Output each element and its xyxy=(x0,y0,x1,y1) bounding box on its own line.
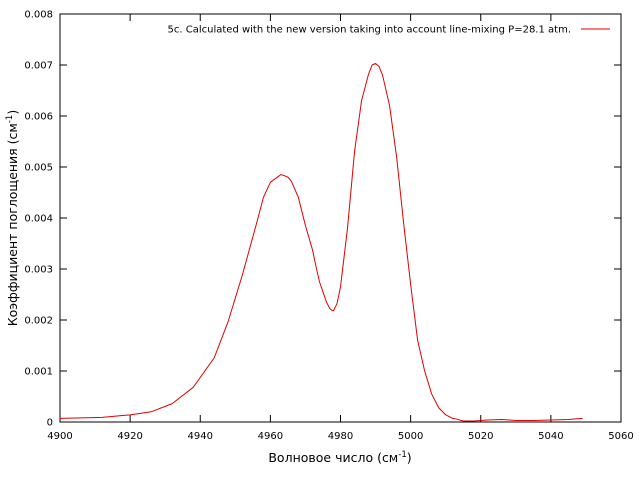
y-tick-label: 0.007 xyxy=(24,61,53,72)
y-tick-label: 0 xyxy=(47,418,53,429)
x-tick-label: 4900 xyxy=(47,431,72,442)
x-tick-label: 5000 xyxy=(398,431,423,442)
y-tick-label: 0.006 xyxy=(24,112,53,123)
series-line-0 xyxy=(59,62,583,422)
y-tick-label: 0.008 xyxy=(24,10,53,21)
x-tick-label: 4940 xyxy=(188,431,213,442)
x-tick-label: 5020 xyxy=(468,431,493,442)
x-tick-label: 5060 xyxy=(608,431,633,442)
x-tick-label: 4920 xyxy=(117,431,142,442)
y-tick-label: 0.002 xyxy=(24,316,53,327)
legend-label: 5c. Calculated with the new version taki… xyxy=(168,25,571,36)
x-axis-ticks: 4900 4920 4940 4960 4980 5000 5020 5040 5060 xyxy=(47,14,634,442)
x-axis-title: Волновое число (см-1) xyxy=(268,450,411,465)
y-tick-label: 0.004 xyxy=(24,214,53,225)
plot-frame xyxy=(59,13,622,423)
y-axis-title: Коэффициент поглощения (см-1) xyxy=(5,110,20,326)
series-layer xyxy=(59,62,583,422)
y-tick-label: 0.003 xyxy=(24,265,53,276)
y-axis-ticks: 0 0.001 0.002 0.003 0.004 0.005 0.006 0.007 0.00… xyxy=(24,10,621,429)
legend: 5c. Calculated with the new version taki… xyxy=(168,25,610,36)
y-tick-label: 0.001 xyxy=(24,367,53,378)
x-tick-label: 5040 xyxy=(538,431,563,442)
y-tick-label: 0.005 xyxy=(24,163,53,174)
x-tick-label: 4980 xyxy=(328,431,353,442)
x-tick-label: 4960 xyxy=(258,431,283,442)
